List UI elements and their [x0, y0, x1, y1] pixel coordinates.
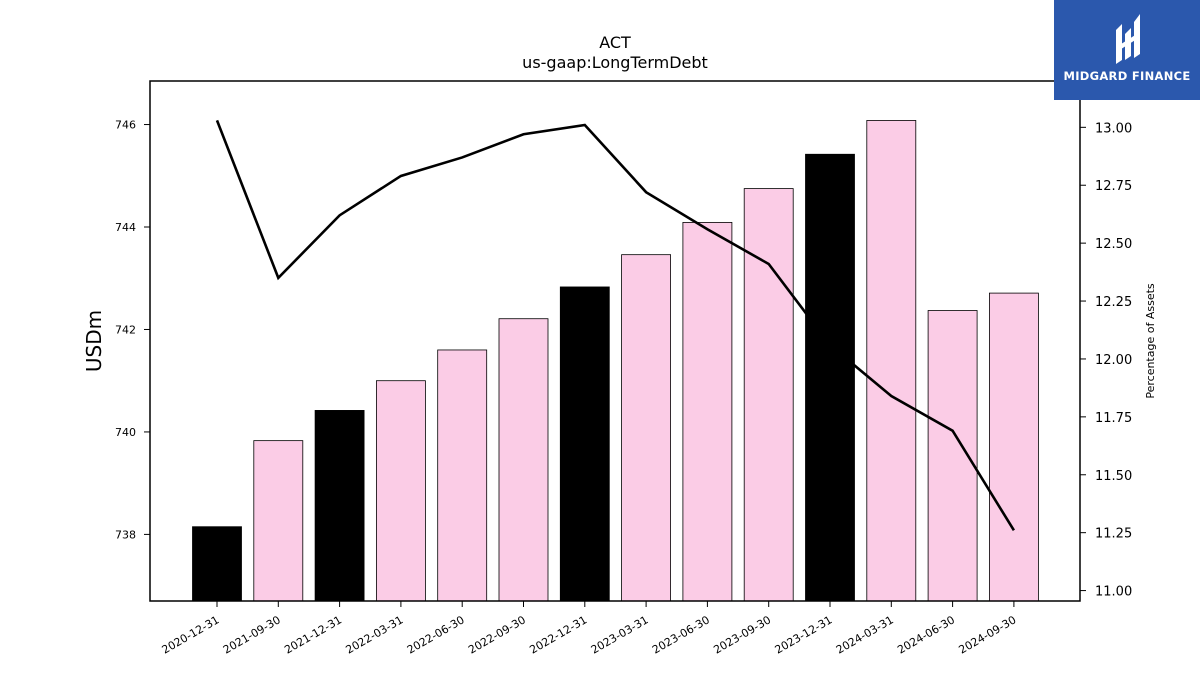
chart-subtitle: us-gaap:LongTermDebt — [522, 53, 708, 72]
y-tick-label: 740 — [115, 426, 136, 439]
y2-tick-label: 11.75 — [1095, 411, 1132, 426]
brand-logo: MIDGARD FINANCE — [1054, 0, 1200, 100]
bar — [682, 221, 733, 602]
x-tick-label: 2021-09-30 — [221, 613, 283, 656]
bar — [805, 153, 855, 602]
bar — [314, 410, 365, 602]
chart-title: ACT — [599, 33, 631, 52]
bar — [192, 526, 242, 602]
brand-name: MIDGARD FINANCE — [1063, 69, 1191, 83]
y-tick-label: 744 — [115, 221, 136, 234]
x-tick-label: 2022-12-31 — [527, 613, 589, 656]
y2-tick-label: 11.50 — [1095, 469, 1132, 484]
y2-tick-label: 12.50 — [1095, 237, 1132, 252]
x-tick-label: 2023-06-30 — [650, 613, 712, 656]
bar — [437, 349, 488, 602]
x-tick-label: 2022-09-30 — [466, 613, 528, 656]
right-axis-ticks: 11.00 11.25 11.50 11.75 12.00 12.25 12.50 12.75… — [1080, 121, 1132, 600]
bar — [927, 310, 978, 602]
x-tick-label: 2023-03-31 — [589, 613, 651, 656]
y2-tick-label: 12.25 — [1095, 295, 1132, 310]
plot-frame — [149, 80, 1081, 602]
x-tick-label: 2022-03-31 — [344, 613, 406, 656]
y2-tick-label: 12.00 — [1095, 353, 1132, 368]
x-tick-label: 2024-06-30 — [895, 613, 957, 656]
x-axis-ticks: 2020-12-31 2021-09-30 2021-12-31 2022-03-31… — [160, 601, 1019, 657]
bar — [498, 318, 549, 602]
series-line — [215, 119, 1016, 532]
x-tick-label: 2021-12-31 — [282, 613, 344, 656]
y2-tick-label: 11.00 — [1095, 585, 1132, 600]
x-tick-label: 2024-03-31 — [834, 613, 896, 656]
bars — [192, 120, 1039, 602]
x-tick-label: 2023-09-30 — [711, 613, 773, 656]
y-tick-label: 742 — [115, 323, 136, 336]
line-layer — [215, 119, 1016, 532]
y2-tick-label: 11.25 — [1095, 527, 1132, 542]
y2-tick-label: 12.75 — [1095, 179, 1132, 194]
bar — [621, 254, 671, 602]
bar — [559, 286, 610, 602]
y2-axis-label: Percentage of Assets — [1144, 283, 1157, 399]
x-tick-label: 2020-12-31 — [160, 613, 222, 656]
x-tick-label: 2024-09-30 — [957, 613, 1019, 656]
bar — [989, 292, 1039, 602]
x-tick-label: 2022-06-30 — [405, 613, 467, 656]
bar — [375, 380, 426, 602]
bar — [866, 120, 917, 602]
midgard-logo-icon — [1116, 14, 1140, 64]
y-tick-label: 738 — [115, 528, 136, 541]
y-tick-label: 746 — [115, 119, 136, 132]
left-axis-ticks: 738 740 742 744 746 — [115, 119, 150, 541]
bar — [253, 440, 304, 602]
y2-tick-label: 13.00 — [1095, 121, 1132, 136]
bar — [743, 188, 794, 602]
x-tick-label: 2023-12-31 — [773, 613, 835, 656]
y-axis-label: USDm — [82, 310, 106, 372]
